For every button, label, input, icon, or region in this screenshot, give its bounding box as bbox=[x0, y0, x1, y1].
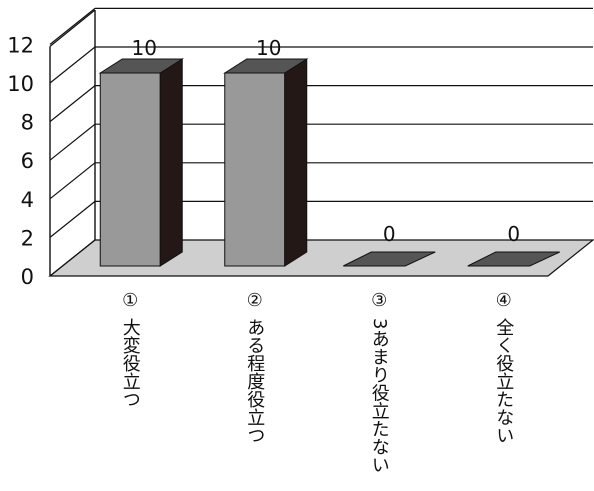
side-gridline bbox=[49, 162, 96, 200]
side-top-line bbox=[49, 9, 96, 47]
bar-side bbox=[284, 58, 308, 267]
y-tick-label: 10 bbox=[7, 72, 34, 96]
y-tick-label: 6 bbox=[21, 149, 34, 173]
bar-zero bbox=[343, 251, 436, 267]
data-label: 0 bbox=[507, 222, 520, 246]
y-tick-label: 0 bbox=[21, 265, 34, 289]
bar-top bbox=[98, 58, 184, 74]
category-number: ② bbox=[247, 290, 263, 311]
data-label: 10 bbox=[132, 36, 157, 60]
bar-top bbox=[223, 58, 309, 74]
category-number: ① bbox=[122, 290, 138, 311]
y-tick-label: 8 bbox=[21, 111, 34, 135]
side-gridline bbox=[49, 239, 96, 277]
data-label: 10 bbox=[256, 36, 281, 60]
side-gridline bbox=[49, 123, 96, 161]
bar-front bbox=[99, 72, 161, 267]
y-tick-label: 12 bbox=[7, 33, 34, 57]
side-gridline bbox=[49, 7, 96, 45]
category-number: ④ bbox=[496, 290, 512, 311]
bar-front bbox=[224, 72, 286, 267]
side-gridline bbox=[49, 200, 96, 238]
category-number: ③ bbox=[371, 290, 387, 311]
category-label: 全く役立たない bbox=[493, 318, 514, 444]
bar-zero bbox=[467, 251, 560, 267]
category-label: 大変役立つ bbox=[120, 318, 141, 408]
data-label: 0 bbox=[383, 222, 396, 246]
category-label: ある程度役立つ bbox=[244, 318, 265, 444]
y-tick-label: 2 bbox=[21, 226, 34, 250]
side-gridline bbox=[49, 85, 96, 123]
y-tick-label: 4 bbox=[21, 188, 34, 212]
bar-side bbox=[159, 58, 183, 267]
side-gridline bbox=[49, 46, 96, 84]
category-label: 3あまり役立たない bbox=[369, 318, 390, 473]
